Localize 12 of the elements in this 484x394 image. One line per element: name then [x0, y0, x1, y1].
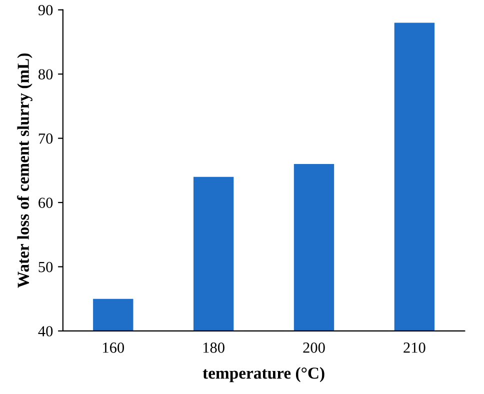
x-tick-label: 210 — [404, 342, 426, 353]
y-tick-label: 70 — [38, 133, 53, 144]
x-tick-label: 160 — [103, 342, 124, 353]
y-axis-title: Water loss of cement slurry (mL) — [17, 53, 32, 288]
y-tick-label: 80 — [38, 69, 53, 80]
y-tick-label: 60 — [38, 198, 53, 208]
y-tick-label: 50 — [38, 262, 53, 272]
x-axis-title: temperature (°C) — [202, 367, 324, 382]
y-tick-label: 40 — [38, 326, 53, 336]
x-tick-label: 180 — [203, 342, 224, 353]
y-tick-label: 90 — [38, 4, 53, 16]
x-tick-label: 200 — [303, 342, 325, 353]
